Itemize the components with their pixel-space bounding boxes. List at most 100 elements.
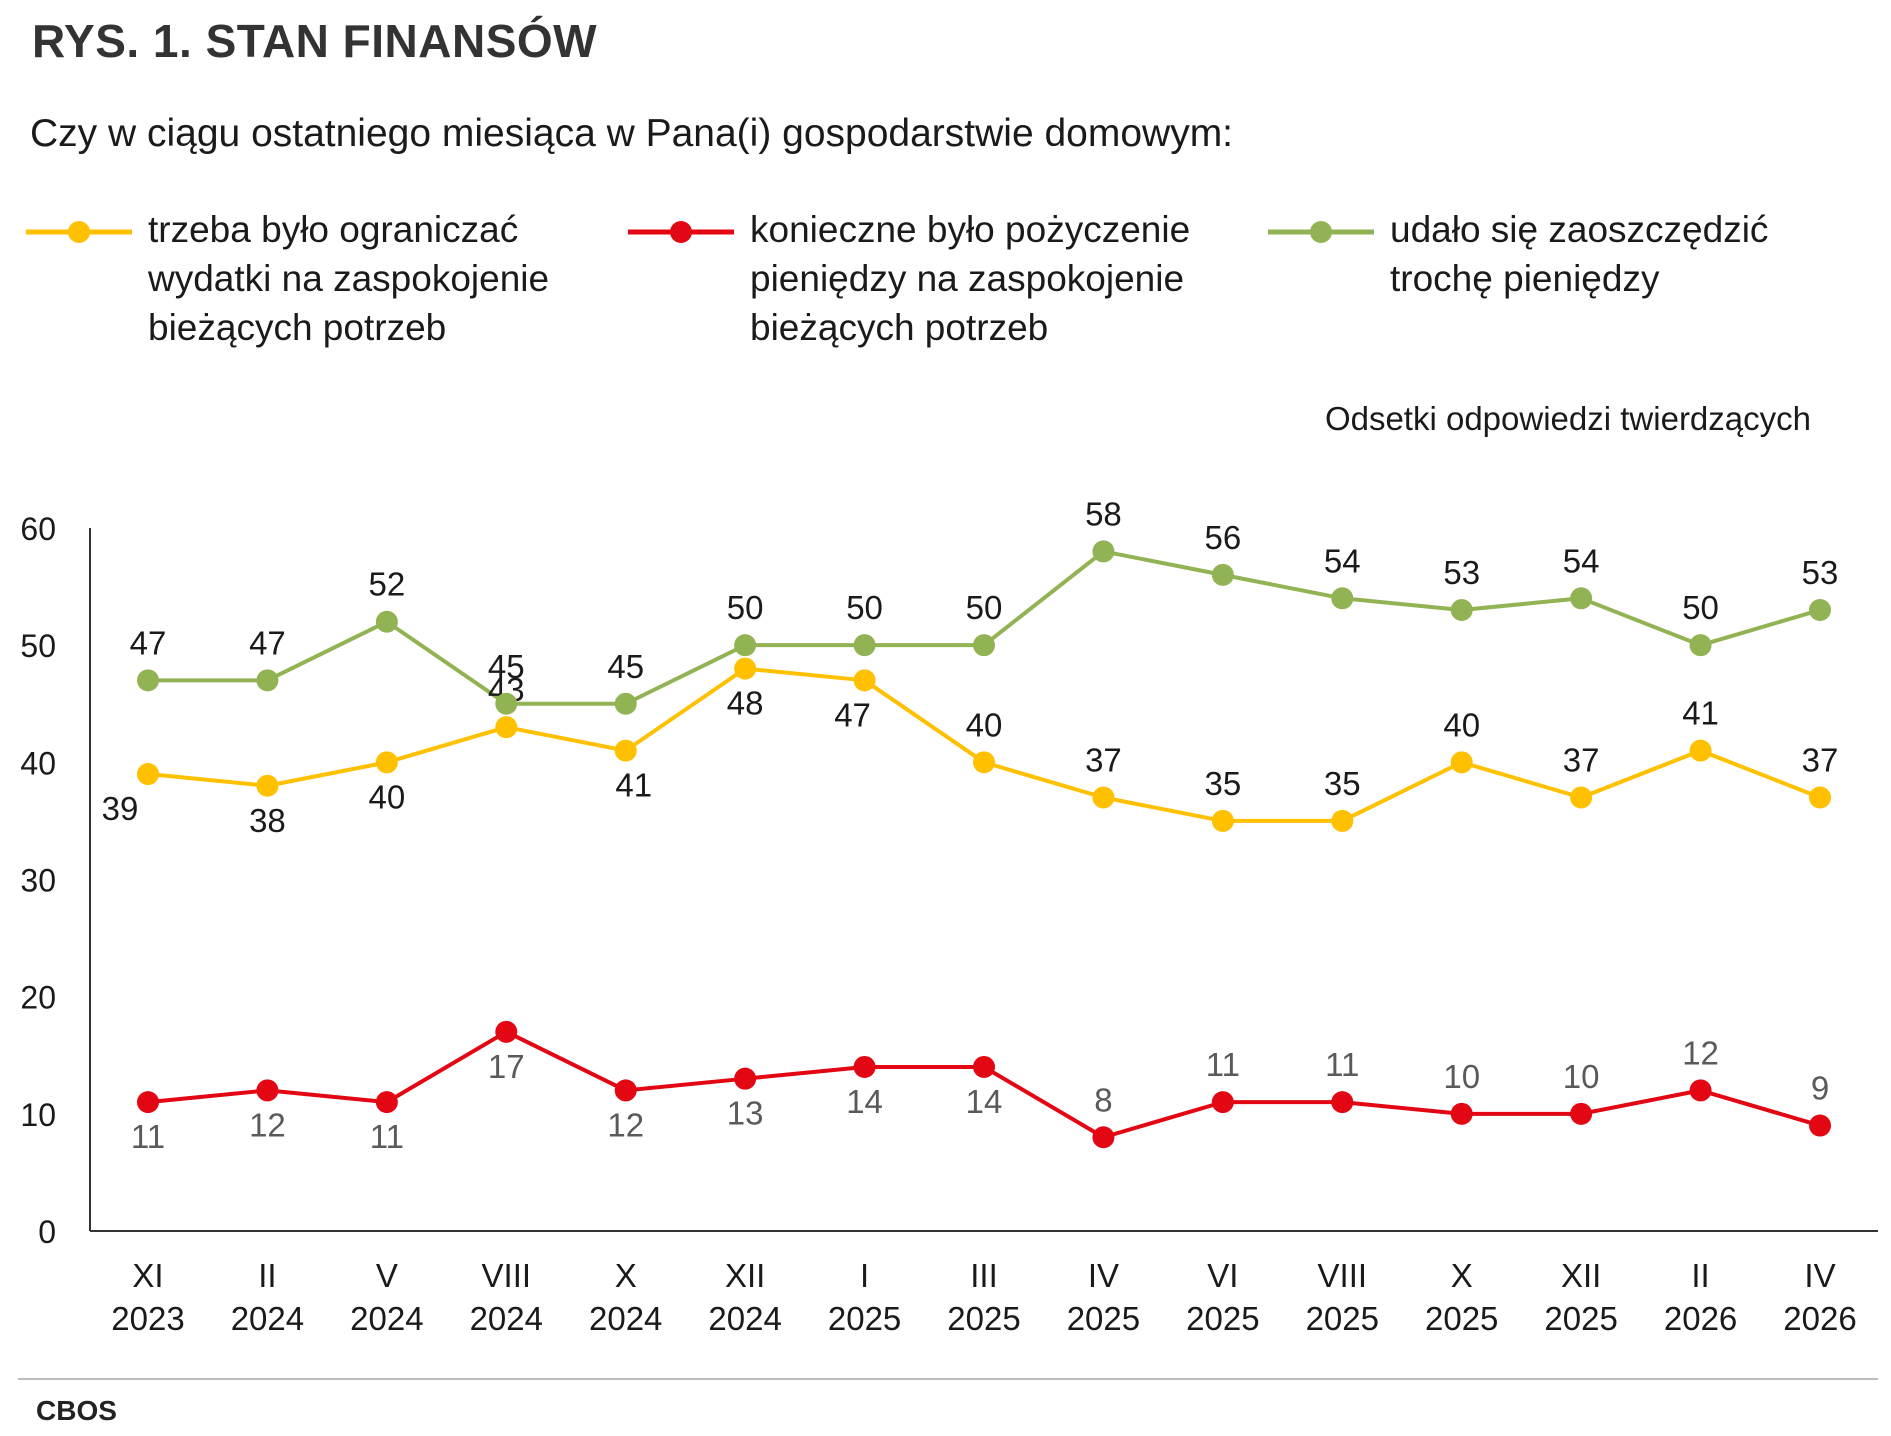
x-tick-label: VIII 2025 bbox=[1306, 1257, 1379, 1337]
data-point-limit-spending bbox=[1331, 809, 1354, 832]
data-label-limit-spending: 41 bbox=[615, 767, 652, 804]
data-point-borrow-money bbox=[614, 1079, 637, 1102]
data-label-limit-spending: 37 bbox=[1085, 741, 1122, 778]
data-label-save-money: 50 bbox=[846, 589, 883, 626]
data-label-save-money: 45 bbox=[488, 648, 525, 685]
y-tick-label: 60 bbox=[20, 511, 56, 547]
data-label-limit-spending: 37 bbox=[1563, 741, 1600, 778]
data-label-save-money: 45 bbox=[607, 648, 644, 685]
data-point-save-money bbox=[1092, 540, 1115, 563]
legend-label: trzeba było ograniczać wydatki na zaspoko… bbox=[148, 209, 550, 348]
data-label-borrow-money: 11 bbox=[1325, 1046, 1359, 1083]
data-point-limit-spending bbox=[734, 657, 757, 680]
data-label-limit-spending: 41 bbox=[1682, 695, 1719, 732]
data-point-limit-spending bbox=[1689, 739, 1712, 762]
units-note: Odsetki odpowiedzi twierdzących bbox=[1324, 400, 1811, 437]
legend-swatch-green bbox=[1268, 221, 1374, 243]
source-label: CBOS bbox=[36, 1395, 117, 1426]
legend-label: udało się zaoszczędzić trochę pieniędzy bbox=[1390, 209, 1769, 299]
data-label-limit-spending: 40 bbox=[966, 706, 1003, 743]
legend: trzeba było ograniczać wydatki na zaspoko… bbox=[0, 205, 1891, 365]
data-point-save-money bbox=[137, 669, 159, 692]
data-point-limit-spending bbox=[614, 739, 637, 762]
data-label-save-money: 53 bbox=[1443, 554, 1480, 591]
data-label-save-money: 58 bbox=[1085, 495, 1122, 532]
data-point-borrow-money bbox=[1570, 1102, 1593, 1125]
x-tick-label: I 2025 bbox=[828, 1257, 901, 1337]
data-point-limit-spending bbox=[1092, 786, 1115, 809]
legend-swatch-red bbox=[628, 221, 734, 243]
y-tick-label: 50 bbox=[20, 628, 56, 664]
x-tick-label: XII 2025 bbox=[1544, 1257, 1617, 1337]
data-label-borrow-money: 10 bbox=[1443, 1058, 1480, 1095]
data-point-borrow-money bbox=[1809, 1114, 1831, 1137]
data-point-limit-spending bbox=[1450, 751, 1473, 774]
data-point-limit-spending bbox=[1211, 809, 1234, 832]
data-point-borrow-money bbox=[1450, 1102, 1473, 1125]
data-label-borrow-money: 12 bbox=[1682, 1034, 1719, 1071]
x-tick-label: IV 2025 bbox=[1067, 1257, 1140, 1337]
y-tick-label: 30 bbox=[20, 863, 56, 899]
data-label-borrow-money: 11 bbox=[131, 1118, 165, 1155]
data-label-borrow-money: 10 bbox=[1563, 1058, 1600, 1095]
data-point-borrow-money bbox=[137, 1091, 159, 1114]
data-label-borrow-money: 12 bbox=[607, 1106, 644, 1143]
data-label-save-money: 50 bbox=[727, 589, 764, 626]
x-tick-label: III 2025 bbox=[947, 1257, 1020, 1337]
data-label-limit-spending: 39 bbox=[102, 790, 139, 827]
x-tick-label: X 2025 bbox=[1425, 1257, 1498, 1337]
x-tick-label: XI 2023 bbox=[111, 1257, 184, 1337]
data-point-save-money bbox=[375, 610, 398, 633]
data-label-borrow-money: 14 bbox=[966, 1083, 1003, 1120]
data-label-limit-spending: 35 bbox=[1204, 765, 1241, 802]
x-tick-label: V 2024 bbox=[350, 1257, 423, 1337]
data-point-save-money bbox=[734, 634, 757, 657]
chart-subtitle: Czy w ciągu ostatniego miesiąca w Pana(i… bbox=[30, 112, 1234, 155]
x-tick-label: IV 2026 bbox=[1783, 1257, 1856, 1337]
data-point-save-money bbox=[973, 634, 995, 657]
data-label-save-money: 54 bbox=[1324, 542, 1361, 579]
x-tick-label: VIII 2024 bbox=[470, 1257, 543, 1337]
data-point-borrow-money bbox=[853, 1055, 876, 1078]
x-tick-label: VI 2025 bbox=[1186, 1257, 1259, 1337]
data-label-save-money: 47 bbox=[130, 624, 167, 661]
data-point-save-money bbox=[1331, 587, 1354, 610]
data-point-save-money bbox=[1809, 599, 1831, 622]
data-label-save-money: 52 bbox=[368, 566, 405, 603]
data-point-limit-spending bbox=[375, 751, 398, 774]
data-point-borrow-money bbox=[973, 1055, 995, 1078]
data-label-limit-spending: 37 bbox=[1802, 741, 1839, 778]
line-chart: 0 10 20 30 40 50 60 XI 2023 II 2024 V 2024 VIII 2024 X 2… bbox=[20, 495, 1878, 1337]
data-point-limit-spending bbox=[256, 774, 279, 797]
data-point-borrow-money bbox=[1211, 1091, 1234, 1114]
data-point-limit-spending bbox=[495, 716, 518, 739]
data-point-borrow-money bbox=[1689, 1079, 1712, 1102]
data-label-limit-spending: 40 bbox=[1443, 706, 1480, 743]
data-point-save-money bbox=[256, 669, 279, 692]
data-point-borrow-money bbox=[256, 1079, 279, 1102]
footer-divider bbox=[18, 1378, 1878, 1380]
data-point-limit-spending bbox=[853, 669, 876, 692]
data-label-borrow-money: 11 bbox=[370, 1118, 404, 1155]
data-point-save-money bbox=[1211, 563, 1234, 586]
data-point-borrow-money bbox=[1092, 1126, 1115, 1149]
data-point-save-money bbox=[1450, 599, 1473, 622]
data-point-borrow-money bbox=[734, 1067, 757, 1090]
data-point-save-money bbox=[614, 692, 637, 715]
y-tick-label: 40 bbox=[20, 745, 56, 781]
data-point-save-money bbox=[853, 634, 876, 657]
legend-swatch-yellow bbox=[26, 221, 132, 243]
data-label-borrow-money: 13 bbox=[727, 1095, 764, 1132]
data-label-save-money: 54 bbox=[1563, 542, 1600, 579]
data-point-save-money bbox=[1570, 587, 1593, 610]
data-point-limit-spending bbox=[137, 763, 159, 786]
data-point-limit-spending bbox=[1570, 786, 1593, 809]
data-label-limit-spending: 38 bbox=[249, 802, 286, 839]
data-label-borrow-money: 14 bbox=[846, 1083, 883, 1120]
chart-title: RYS. 1. STAN FINANSÓW bbox=[32, 15, 598, 67]
data-point-borrow-money bbox=[495, 1020, 518, 1043]
data-point-borrow-money bbox=[1331, 1091, 1354, 1114]
data-label-limit-spending: 47 bbox=[834, 696, 871, 733]
data-label-save-money: 53 bbox=[1802, 554, 1839, 591]
y-tick-label: 0 bbox=[38, 1214, 56, 1250]
